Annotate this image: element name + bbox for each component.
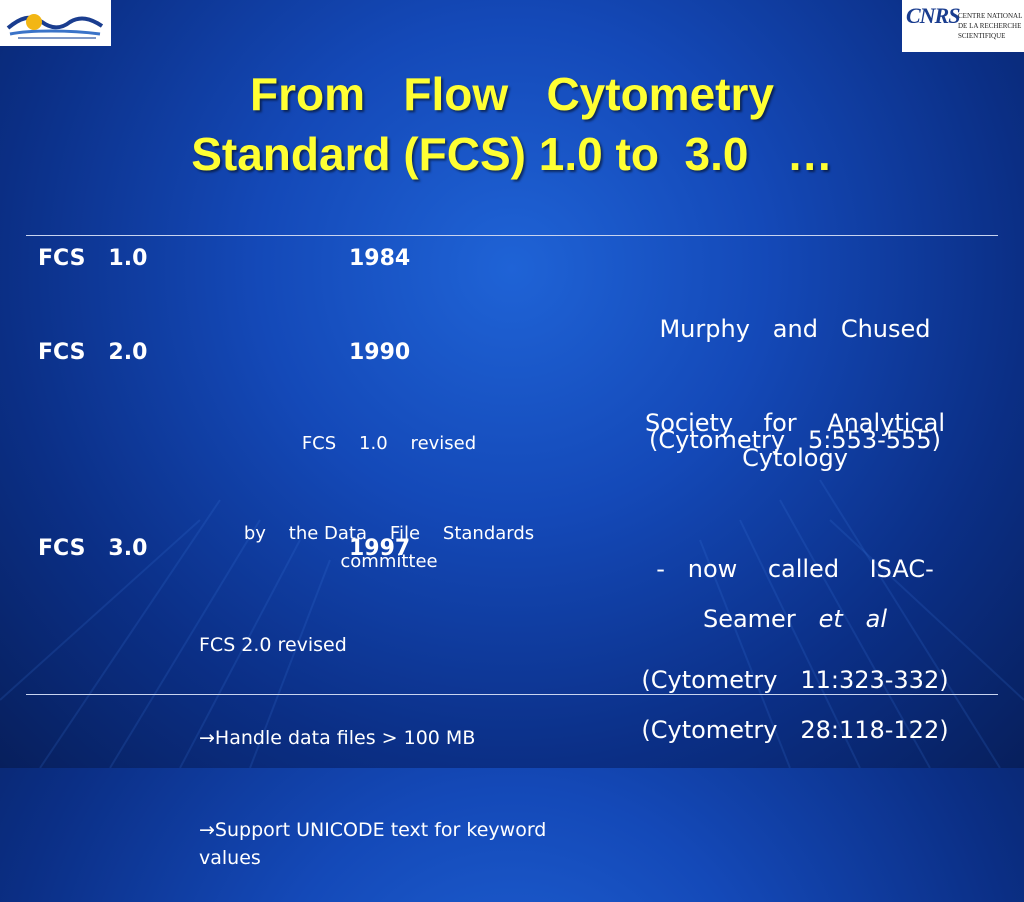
title-line-1: From Flow Cytometry bbox=[250, 68, 774, 120]
row-1-version: FCS 1.0 bbox=[38, 246, 148, 271]
cnrs-line-3: SCIENTIFIQUE bbox=[958, 32, 1006, 40]
row-3-ref-author-line: Seamer et al bbox=[590, 602, 1000, 637]
row-2-ref-line-2: - now called ISAC- bbox=[656, 555, 934, 583]
row-3-note-3: →Support UNICODE text for keyword values bbox=[199, 819, 553, 869]
row-3-ref-author: Seamer bbox=[702, 605, 819, 633]
row-2-notes: FCS 1.0 revised by the Data File Standar… bbox=[196, 374, 582, 604]
title-line-2: Standard (FCS) 1.0 to 3.0 … bbox=[191, 128, 833, 180]
cnrs-line-2: DE LA RECHERCHE bbox=[958, 22, 1022, 30]
row-3-ref-line-2: (Cytometry 28:118-122) bbox=[641, 716, 949, 744]
row-3-ref-etal: et al bbox=[818, 605, 888, 633]
row-3-version: FCS 3.0 bbox=[38, 536, 148, 561]
row-2-ref-line-3: (Cytometry 11:323-332) bbox=[641, 666, 949, 694]
table-bottom-rule bbox=[26, 694, 998, 695]
row-2-note-2: by the Data File Standards committee bbox=[243, 523, 540, 572]
table-top-rule bbox=[26, 235, 998, 236]
cnrs-fullname: CENTRE NATIONAL DE LA RECHERCHE SCIENTIF… bbox=[958, 11, 1022, 41]
cnrs-logo: CNRS CENTRE NATIONAL DE LA RECHERCHE SCI… bbox=[902, 0, 1024, 52]
cnrs-line-1: CENTRE NATIONAL bbox=[958, 12, 1023, 20]
row-2-reference: Society for Analytical Cytology - now ca… bbox=[590, 336, 1000, 733]
row-1-ref-line-1: Murphy and Chused bbox=[659, 315, 931, 343]
row-2-note-1: FCS 1.0 revised bbox=[301, 433, 477, 454]
row-3-reference: Seamer et al (Cytometry 28:118-122) bbox=[590, 532, 1000, 783]
row-3-notes: FCS 2.0 revised →Handle data files > 100… bbox=[199, 570, 589, 902]
slide-title: From Flow Cytometry Standard (FCS) 1.0 to… bbox=[0, 64, 1024, 184]
cnrs-mark: CNRS bbox=[906, 3, 960, 28]
row-1-year: 1984 bbox=[349, 246, 411, 271]
row-2-ref-line-1: Society for Analytical Cytology bbox=[644, 409, 953, 472]
row-1-ref-line-2: (Cytometry 5:553-555) bbox=[649, 426, 941, 454]
row-2-version: FCS 2.0 bbox=[38, 340, 148, 365]
row-3-note-1: FCS 2.0 revised bbox=[199, 634, 347, 656]
row-3-note-2: →Handle data files > 100 MB bbox=[199, 727, 476, 749]
row-2-year: 1990 bbox=[349, 340, 411, 365]
row-1-reference: Murphy and Chused (Cytometry 5:553-555) bbox=[590, 242, 1000, 493]
row-3-year: 1997 bbox=[349, 536, 411, 561]
swirl-logo-icon bbox=[6, 14, 104, 39]
logo-left-box bbox=[0, 0, 111, 46]
